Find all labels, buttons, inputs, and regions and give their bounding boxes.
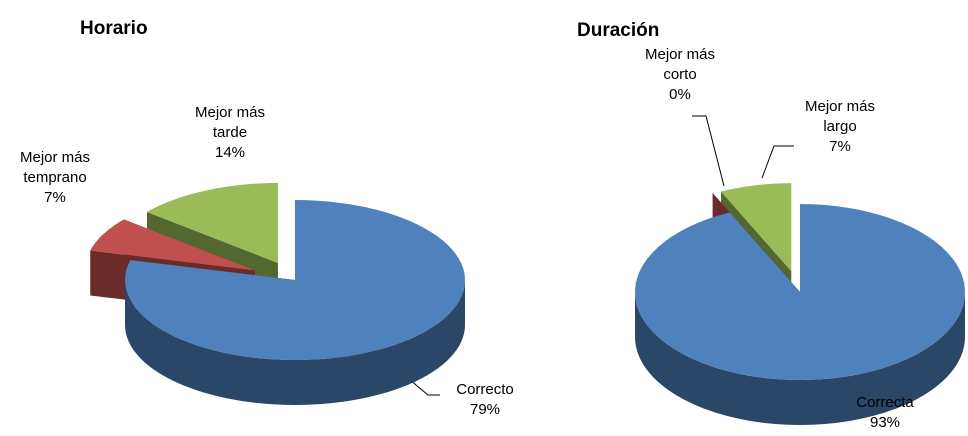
category-label: Mejor más largo xyxy=(804,98,875,135)
value-label: 14% xyxy=(214,144,246,161)
data-label: Mejor más corto 0% xyxy=(630,45,730,105)
slice xyxy=(125,200,465,360)
value-label: 7% xyxy=(829,138,851,155)
category-label: Mejor más tarde xyxy=(194,104,265,141)
slice xyxy=(146,182,278,263)
value-label: 93% xyxy=(869,414,901,431)
category-label: Correcta xyxy=(856,394,914,411)
slice-side xyxy=(635,292,965,425)
category-label: Mejor más corto xyxy=(644,46,715,83)
data-label: Mejor más largo 7% xyxy=(790,97,890,157)
leader-line xyxy=(409,379,440,396)
leader-line xyxy=(692,115,725,187)
value-label: 0% xyxy=(669,86,691,103)
chart-title: Horario xyxy=(80,18,148,39)
value-label: 79% xyxy=(469,401,501,418)
data-label: Mejor más tarde 14% xyxy=(180,103,280,163)
category-label: Correcto xyxy=(456,381,514,398)
slice xyxy=(721,183,792,272)
category-label: Mejor más temprano xyxy=(19,149,90,186)
data-label: Mejor más temprano 7% xyxy=(15,148,95,208)
value-label: 7% xyxy=(44,189,66,206)
slice xyxy=(90,219,255,271)
slice xyxy=(635,204,965,380)
chart-title: Duración xyxy=(577,20,660,41)
data-label: Correcta 93% xyxy=(830,393,940,433)
slice-side xyxy=(125,280,465,405)
data-label: Correcto 79% xyxy=(425,380,545,420)
leader-line xyxy=(761,145,794,179)
